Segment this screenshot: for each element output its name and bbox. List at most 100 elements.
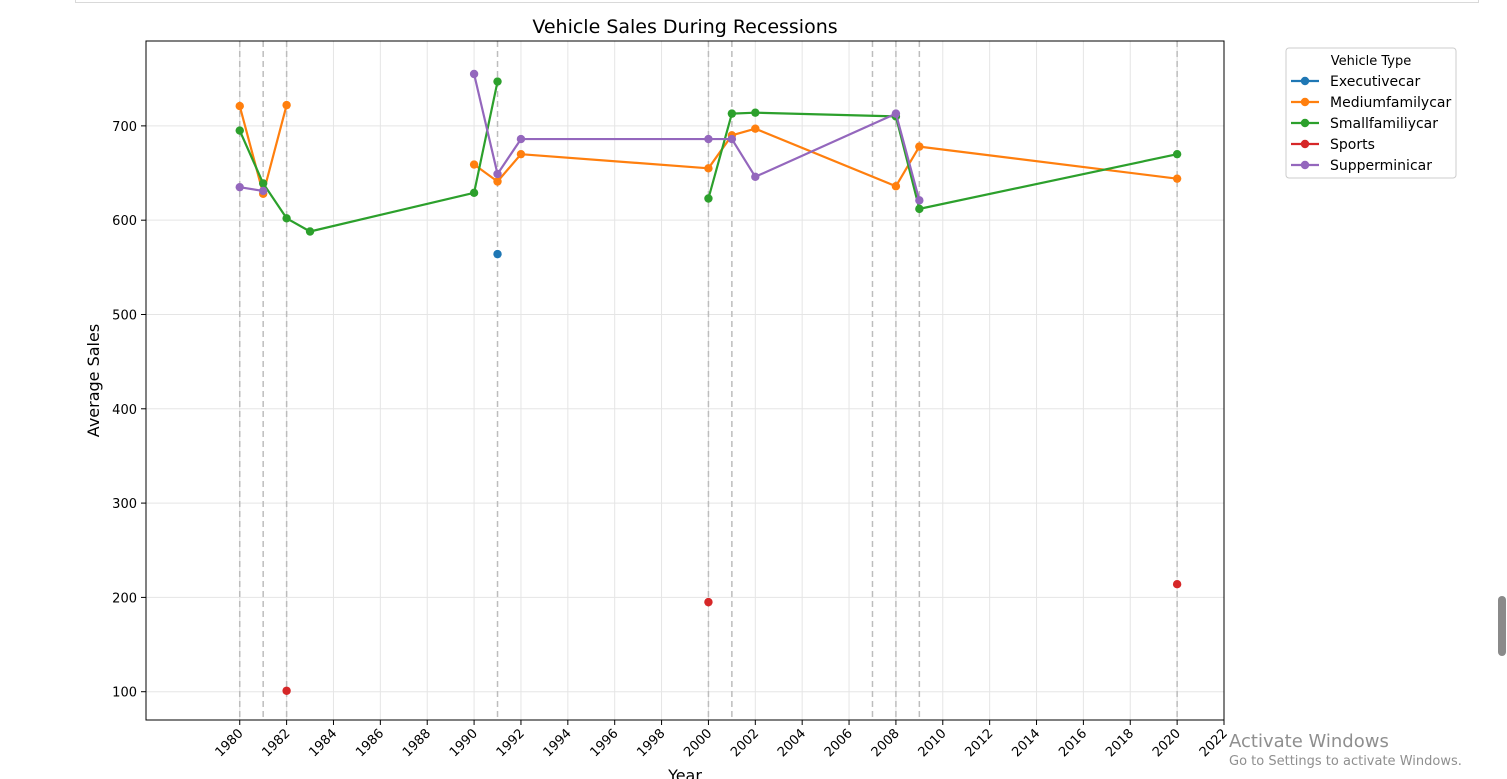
legend-title: Vehicle Type xyxy=(1331,54,1411,69)
data-point xyxy=(282,100,291,110)
data-point xyxy=(704,597,713,607)
x-tick-label: 2014 xyxy=(1009,726,1043,760)
legend-swatch-marker xyxy=(1300,118,1310,128)
series-executivecar xyxy=(493,249,502,259)
data-point xyxy=(493,249,502,259)
data-point xyxy=(915,204,924,214)
x-tick-label: 2008 xyxy=(869,726,903,760)
data-point xyxy=(751,172,760,181)
x-tick-label: 1996 xyxy=(588,726,622,760)
data-point xyxy=(469,188,479,198)
series-supperminicar xyxy=(235,69,924,205)
legend-box xyxy=(1285,47,1457,179)
x-tick-label: 2002 xyxy=(728,726,762,760)
scrollbar-thumb[interactable] xyxy=(1498,596,1506,656)
legend-swatch-marker xyxy=(1300,76,1310,86)
legend-label: Sports xyxy=(1330,137,1375,153)
x-tick-label: 2012 xyxy=(962,726,996,760)
legend-item-executivecar: Executivecar xyxy=(1291,74,1420,90)
data-point xyxy=(235,126,244,135)
x-tick-label: 2006 xyxy=(822,726,856,760)
series-sports xyxy=(282,580,1182,695)
data-point xyxy=(282,686,291,695)
data-point xyxy=(704,194,713,203)
data-point xyxy=(469,69,479,79)
data-point xyxy=(891,109,901,118)
y-tick-label: 300 xyxy=(112,497,137,512)
recession-markers xyxy=(238,41,1178,720)
data-point xyxy=(704,134,713,144)
data-point xyxy=(891,182,901,191)
data-point xyxy=(915,196,924,205)
x-tick-label: 1990 xyxy=(447,726,481,760)
plot-frame xyxy=(145,40,1225,721)
data-point xyxy=(282,214,291,223)
legend-swatch-marker xyxy=(1300,139,1310,149)
scrollbar-track[interactable] xyxy=(1497,0,1507,779)
legend: Vehicle Type Executivecar Mediumfamilycar… xyxy=(1285,47,1457,179)
legend-swatch-marker xyxy=(1300,97,1310,107)
data-point xyxy=(493,77,502,86)
x-tick-label: 1988 xyxy=(400,726,434,760)
windows-activation-watermark: Activate Windows Go to Settings to activ… xyxy=(1229,731,1462,771)
data-point xyxy=(235,182,244,192)
x-tick-label: 1986 xyxy=(353,726,387,760)
x-tick-label: 2000 xyxy=(681,726,715,760)
legend-label: Executivecar xyxy=(1330,74,1420,90)
data-point xyxy=(469,160,479,169)
series-layer xyxy=(235,69,1182,695)
data-point xyxy=(727,109,737,118)
data-point xyxy=(516,149,526,159)
data-point xyxy=(1172,580,1182,589)
series-line xyxy=(707,111,1178,210)
x-axis-label: Year xyxy=(667,766,702,779)
x-tick-label: 2022 xyxy=(1197,726,1231,760)
data-point xyxy=(258,186,268,196)
data-point xyxy=(704,164,713,173)
x-tick-label: 1982 xyxy=(259,726,293,760)
x-tick-label: 2010 xyxy=(916,726,950,760)
data-point xyxy=(235,101,244,111)
data-point xyxy=(493,177,502,186)
data-point xyxy=(258,179,268,188)
series-smallfamiliycar xyxy=(235,77,1182,236)
data-point xyxy=(751,108,760,117)
x-tick-label: 1992 xyxy=(494,726,528,760)
legend-label: Supperminicar xyxy=(1330,158,1432,174)
x-tick-label: 2016 xyxy=(1056,726,1090,760)
data-point xyxy=(1172,174,1182,183)
series-line xyxy=(238,81,499,233)
chart-title: Vehicle Sales During Recessions xyxy=(532,16,837,38)
y-axis-label: Average Sales xyxy=(84,324,103,437)
data-point xyxy=(493,169,502,179)
data-point xyxy=(1172,149,1182,159)
legend-label: Smallfamiliycar xyxy=(1330,116,1438,132)
x-tick-label: 2020 xyxy=(1150,726,1184,760)
watermark-subtitle: Go to Settings to activate Windows. xyxy=(1229,754,1462,769)
data-point xyxy=(516,134,526,144)
y-tick-label: 200 xyxy=(112,591,137,606)
x-tick-label: 1984 xyxy=(306,726,340,760)
data-point xyxy=(751,124,760,133)
y-tick-label: 100 xyxy=(112,686,137,701)
x-tick-label: 2018 xyxy=(1103,726,1137,760)
axes-layer: 1980 1982 1984 1986 1988 1990 1992 1994 1996 1998… xyxy=(112,120,1231,760)
x-tick-label: 1998 xyxy=(634,726,668,760)
legend-swatch-marker xyxy=(1300,160,1310,170)
y-tick-label: 700 xyxy=(112,120,137,135)
y-tick-label: 500 xyxy=(112,308,137,323)
legend-items: Executivecar Mediumfamilycar Smallfamiliyc… xyxy=(1291,74,1451,174)
x-tick-label: 1980 xyxy=(213,726,247,760)
legend-item-mediumfamilycar: Mediumfamilycar xyxy=(1291,95,1451,111)
series-line xyxy=(473,73,921,201)
data-point xyxy=(727,134,737,144)
watermark-title: Activate Windows xyxy=(1229,731,1389,752)
legend-item-supperminicar: Supperminicar xyxy=(1291,158,1432,174)
top-strip xyxy=(75,0,1479,3)
legend-item-sports: Sports xyxy=(1291,137,1375,153)
x-tick-label: 2004 xyxy=(775,726,809,760)
x-tick-label: 1994 xyxy=(541,726,575,760)
legend-label: Mediumfamilycar xyxy=(1330,95,1451,111)
data-point xyxy=(915,142,924,151)
